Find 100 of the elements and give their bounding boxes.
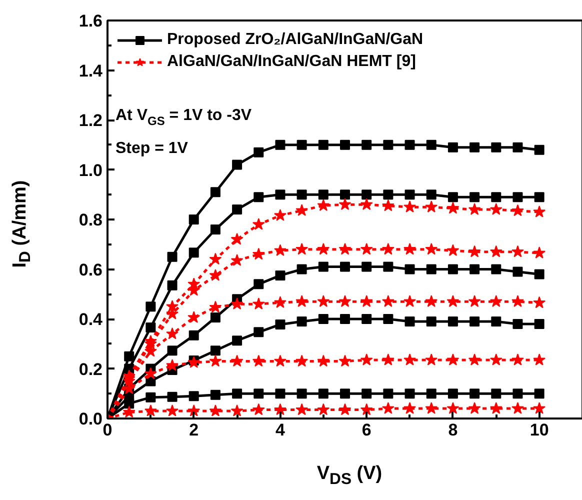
y-tick-label: 0.6 xyxy=(78,260,103,280)
point xyxy=(210,224,220,234)
point xyxy=(512,318,523,329)
point xyxy=(360,354,373,366)
point xyxy=(491,192,502,202)
point xyxy=(404,190,415,200)
point xyxy=(296,190,307,200)
point xyxy=(210,187,220,198)
point xyxy=(275,388,286,399)
point xyxy=(512,354,524,366)
point xyxy=(209,252,222,265)
point xyxy=(383,262,394,272)
point xyxy=(426,140,436,150)
point xyxy=(468,402,481,414)
point xyxy=(252,354,265,367)
point xyxy=(252,298,265,310)
point xyxy=(232,336,242,346)
point xyxy=(534,388,544,399)
point xyxy=(146,302,156,312)
point xyxy=(210,312,220,323)
y-tick-label: 0.8 xyxy=(78,210,103,230)
point xyxy=(426,316,436,326)
point xyxy=(470,192,480,202)
x-tick-label: 2 xyxy=(189,420,199,440)
point xyxy=(338,295,352,307)
point xyxy=(146,392,156,402)
point xyxy=(446,295,460,307)
point xyxy=(254,388,264,399)
point xyxy=(533,354,546,366)
point xyxy=(512,388,523,399)
point xyxy=(188,311,200,323)
point xyxy=(362,140,372,150)
point xyxy=(275,190,286,200)
point xyxy=(296,316,307,326)
x-tick-label: 6 xyxy=(362,420,372,440)
point xyxy=(404,316,415,326)
point xyxy=(425,402,438,414)
point xyxy=(124,351,134,362)
point xyxy=(318,262,328,272)
point xyxy=(188,404,200,416)
point xyxy=(124,398,134,409)
point xyxy=(338,198,352,210)
point xyxy=(318,314,328,324)
point xyxy=(274,296,286,308)
point xyxy=(360,403,373,416)
point xyxy=(404,200,416,212)
point xyxy=(252,403,265,416)
point xyxy=(533,206,546,218)
point xyxy=(144,404,157,416)
point xyxy=(340,190,350,200)
point xyxy=(470,142,480,152)
point xyxy=(340,314,350,324)
point xyxy=(382,354,394,366)
point xyxy=(382,402,394,414)
point xyxy=(230,354,244,367)
point xyxy=(252,248,265,260)
point xyxy=(275,270,286,280)
point xyxy=(318,388,328,399)
point xyxy=(166,327,178,340)
point xyxy=(382,242,394,255)
point xyxy=(490,295,502,307)
point xyxy=(382,295,394,307)
point xyxy=(210,346,220,356)
point xyxy=(167,346,178,356)
point xyxy=(425,200,438,212)
point xyxy=(404,388,415,399)
y-tick-label: 1.2 xyxy=(78,111,103,130)
point xyxy=(296,140,307,150)
point xyxy=(230,232,244,245)
point xyxy=(209,300,222,313)
point xyxy=(296,242,308,255)
point xyxy=(533,296,546,308)
legend-label: AlGaN/GaN/InGaN/GaN HEMT [9] xyxy=(167,53,416,71)
point xyxy=(426,264,436,274)
point xyxy=(296,403,308,416)
point xyxy=(470,264,480,274)
point xyxy=(425,242,438,255)
point xyxy=(318,190,328,200)
point xyxy=(232,204,242,215)
point xyxy=(383,190,394,200)
point xyxy=(274,354,286,367)
y-tick-label: 1.6 xyxy=(78,12,103,30)
point xyxy=(512,245,524,258)
point xyxy=(317,403,330,416)
point xyxy=(166,404,178,416)
point xyxy=(470,388,480,399)
point xyxy=(490,402,502,414)
point xyxy=(383,140,394,150)
annotation: Step = 1V xyxy=(116,140,188,157)
point xyxy=(144,367,157,380)
point xyxy=(534,318,544,329)
point xyxy=(274,403,286,416)
point xyxy=(362,262,372,272)
point xyxy=(296,295,308,307)
point xyxy=(296,354,308,367)
y-tick-label: 1.4 xyxy=(78,61,104,80)
point xyxy=(338,242,352,255)
point xyxy=(468,245,481,258)
point xyxy=(534,144,544,155)
point xyxy=(446,202,460,214)
